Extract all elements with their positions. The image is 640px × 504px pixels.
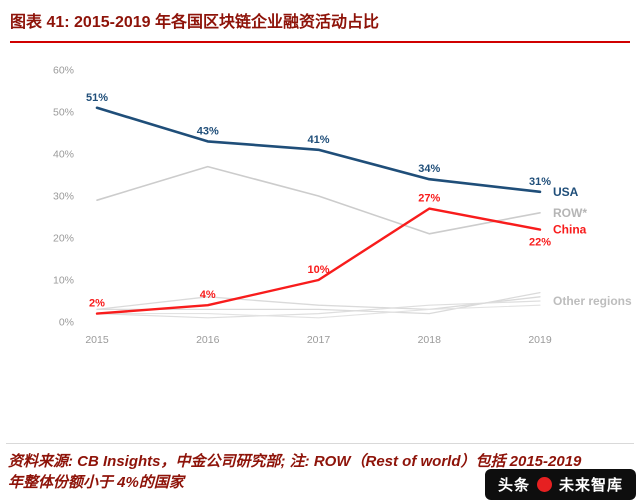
y-tick-label: 40% [53, 149, 74, 161]
x-tick-label: 2018 [418, 334, 442, 346]
source-note: 资料来源: CB Insights，中金公司研究部; 注: ROW（Rest o… [0, 444, 640, 504]
series-line-usa [95, 106, 542, 194]
point-label-china: 22% [529, 237, 551, 249]
series-line-other-4 [96, 304, 541, 319]
point-label-usa: 51% [86, 92, 108, 104]
toutiao-logo-icon [536, 477, 552, 492]
series-line-china [95, 207, 542, 315]
y-tick-label: 0% [59, 317, 74, 329]
point-label-usa: 34% [418, 163, 440, 175]
y-tick-label: 10% [53, 275, 74, 287]
x-tick-label: 2015 [85, 334, 109, 346]
series-line-row [96, 165, 541, 235]
series-end-label-other-2: Other regions [553, 294, 632, 308]
series-end-label-usa: USA [553, 185, 579, 199]
watermark-brand: 头条 [497, 477, 530, 494]
series-end-label-row: ROW* [553, 206, 587, 220]
x-tick-label: 2017 [307, 334, 331, 346]
x-tick-label: 2019 [528, 334, 552, 346]
title-underline [10, 41, 630, 43]
series-line-other-2 [96, 300, 541, 319]
footer-divider [6, 442, 634, 444]
figure-footer: 资料来源: CB Insights，中金公司研究部; 注: ROW（Rest o… [0, 442, 640, 504]
figure-header: 图表 41: 2015-2019 年各国区块链企业融资活动占比 [0, 0, 640, 43]
y-tick-label: 50% [53, 107, 74, 119]
line-chart: 0% 10% 20% 30% 40% 50% 60% 2015 2016 2017 2018 2019… [53, 65, 632, 347]
series-end-label-china: China [553, 223, 587, 237]
point-label-china: 2% [89, 298, 105, 310]
y-tick-label: 30% [53, 191, 74, 203]
source-note-line1: 资料来源: CB Insights，中金公司研究部; 注: ROW（Rest o… [8, 452, 582, 470]
watermark-badge: 头条 未来智库 [484, 469, 636, 500]
point-label-usa: 31% [529, 176, 551, 188]
source-note-line2: 年整体份额小于 4%的国家 [8, 474, 184, 492]
series-line-other-1 [96, 296, 541, 311]
figure-title: 图表 41: 2015-2019 年各国区块链企业融资活动占比 [10, 14, 379, 31]
watermark-name: 未来智库 [558, 477, 623, 494]
point-label-china: 10% [307, 264, 329, 276]
series-line-other-3 [96, 292, 541, 315]
point-label-usa: 41% [307, 134, 329, 146]
point-label-usa: 43% [197, 125, 219, 137]
point-label-china: 4% [200, 289, 216, 301]
x-tick-label: 2016 [196, 334, 220, 346]
y-tick-label: 60% [53, 65, 74, 77]
y-tick-label: 20% [53, 233, 74, 245]
point-label-china: 27% [418, 193, 440, 205]
